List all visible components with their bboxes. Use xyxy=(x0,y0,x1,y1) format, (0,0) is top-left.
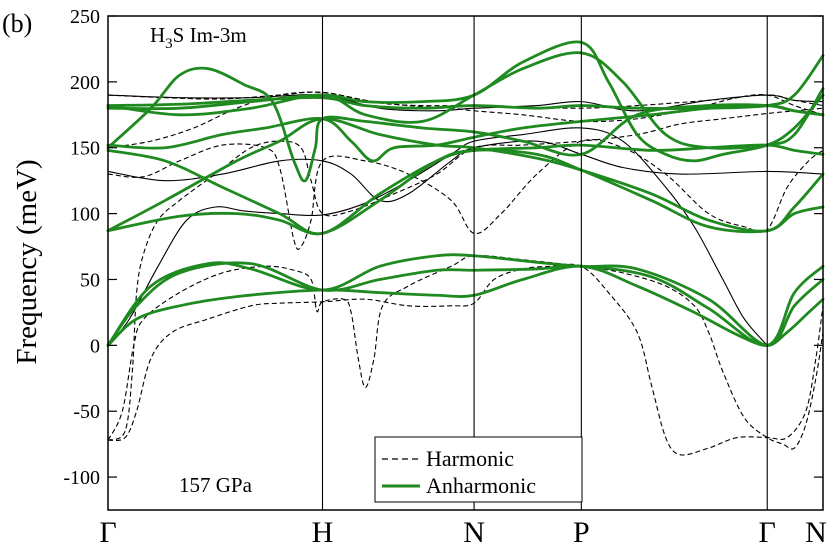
anharmonic-branch-11 xyxy=(106,51,825,150)
y-tick-label-8: 250 xyxy=(70,6,100,28)
y-tick-label-1: -100 xyxy=(63,467,100,489)
y-tick-label-3: 0 xyxy=(90,335,100,357)
x-tick-label-4: P xyxy=(573,516,590,546)
harmonic-branch-1 xyxy=(107,107,824,441)
legend-box xyxy=(374,436,583,503)
legend-label-anharmonic: Anharmonic xyxy=(426,473,536,498)
compound-subscript: 3 xyxy=(165,36,173,52)
anharmonic-branch-10 xyxy=(106,54,825,110)
dispersion-curves xyxy=(106,40,825,456)
y-tick-label-5: 100 xyxy=(70,204,100,226)
y-tick-label-2: -50 xyxy=(73,401,100,423)
legend: Harmonic Anharmonic xyxy=(374,436,583,503)
y-axis-ticks: -100 -50 0 50 100 150 200 250 xyxy=(63,6,823,489)
compound-label: H3S Im-3m xyxy=(150,23,247,52)
harmonic-branch-7 xyxy=(107,127,768,346)
y-tick-label-4: 50 xyxy=(80,269,100,291)
anharmonic-branch-6 xyxy=(106,143,825,236)
x-tick-label-5: Γ xyxy=(759,516,776,546)
compound-base: H xyxy=(150,23,165,47)
y-tick-label-6: 150 xyxy=(70,138,100,160)
x-tick-label-1: Γ xyxy=(99,516,116,546)
plot-frame xyxy=(107,15,824,511)
high-symmetry-lines xyxy=(321,16,768,510)
legend-label-harmonic: Harmonic xyxy=(426,446,514,471)
x-tick-label-6: N xyxy=(805,516,827,546)
x-tick-label-2: H xyxy=(312,516,334,546)
x-tick-label-3: N xyxy=(463,516,485,546)
compound-rest: S Im-3m xyxy=(173,23,247,47)
y-tick-label-7: 200 xyxy=(70,72,100,94)
panel-label: (b) xyxy=(2,9,32,38)
pressure-label: 157 GPa xyxy=(179,473,253,497)
harmonic-branch-2 xyxy=(107,263,824,456)
anharmonic-branch-8 xyxy=(106,66,825,183)
harmonic-branch-3 xyxy=(107,254,824,450)
harmonic-branch-9 xyxy=(107,140,824,203)
y-axis-label: Frequency (meV) xyxy=(11,159,43,364)
